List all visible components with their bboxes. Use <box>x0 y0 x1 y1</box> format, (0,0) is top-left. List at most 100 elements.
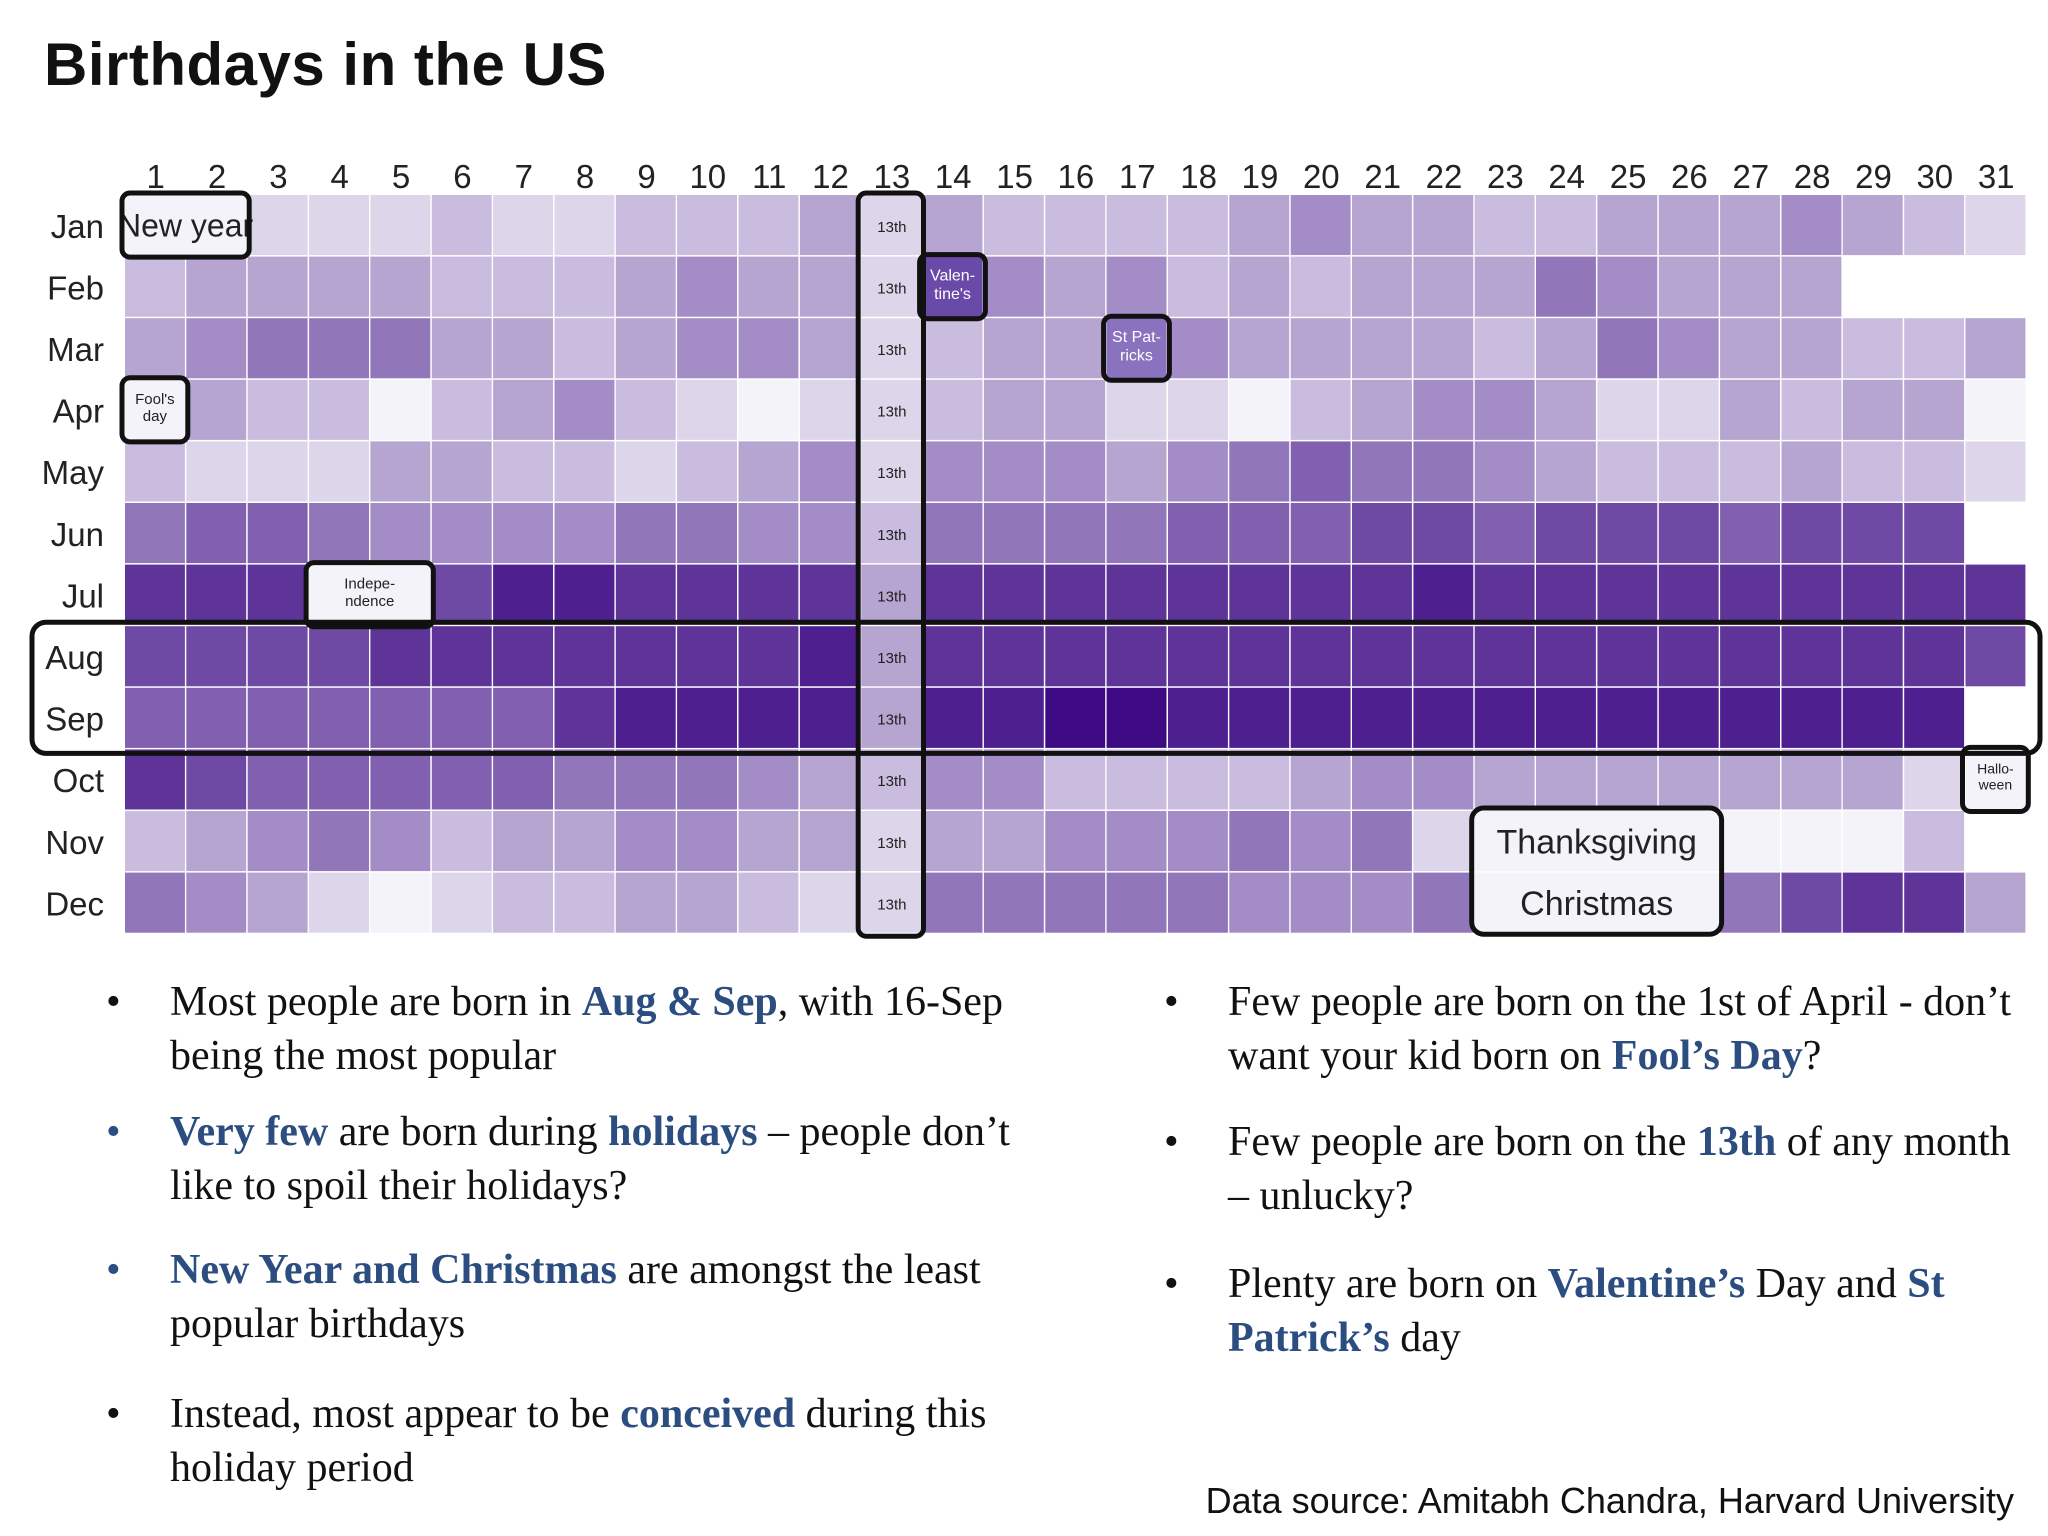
heatmap-cell <box>309 441 369 502</box>
heatmap-cell <box>125 626 185 687</box>
heatmap-cell <box>1413 195 1474 256</box>
heatmap-cell <box>1168 195 1228 256</box>
heatmap-cell <box>1413 872 1474 933</box>
heatmap-cell <box>125 441 185 502</box>
heatmap-cell <box>1168 379 1228 440</box>
heatmap-cell <box>983 687 1044 748</box>
heatmap-cell <box>1904 872 1965 933</box>
heatmap-cell <box>861 811 922 872</box>
heatmap-cell <box>1168 687 1228 748</box>
annotation-outline <box>119 375 191 445</box>
heatmap-cell <box>1965 564 2026 625</box>
month-tick-label: Feb <box>47 269 104 306</box>
heatmap-cell <box>799 503 860 564</box>
heatmap-cell <box>1842 749 1903 810</box>
heatmap-cell <box>247 564 308 625</box>
day-tick-label: 18 <box>1180 158 1217 195</box>
heatmap-cell <box>1229 564 1290 625</box>
month-tick-label: Jul <box>62 577 104 614</box>
heatmap-cell <box>922 379 983 440</box>
heatmap-cell <box>1045 564 1106 625</box>
bullet-phrase: , with 16-Sep being the most popular <box>170 979 1003 1079</box>
annotation-label: New year <box>118 208 254 244</box>
heatmap-cell <box>309 626 369 687</box>
heatmap-cell <box>186 811 247 872</box>
heatmap-cell <box>1290 564 1351 625</box>
heatmap-cell <box>615 195 676 256</box>
heatmap-cell <box>1781 256 1842 317</box>
heatmap-cell <box>1658 687 1719 748</box>
heatmap-cell <box>1229 503 1290 564</box>
heatmap-cell <box>1842 441 1903 502</box>
heatmap-cell <box>1965 318 2026 379</box>
heatmap-cell <box>1290 379 1351 440</box>
heatmap-cell <box>677 749 737 810</box>
heatmap-cell <box>1106 379 1167 440</box>
heatmap-cell <box>309 749 369 810</box>
heatmap-cell <box>861 256 922 317</box>
annotation-fill <box>1106 318 1167 379</box>
heatmap-cell <box>1290 503 1351 564</box>
heatmap-cell <box>1106 195 1167 256</box>
heatmap-cell <box>554 811 615 872</box>
data-source-note: Data source: Amitabh Chandra, Harvard Un… <box>1205 1480 2014 1521</box>
heatmap-cell <box>125 811 185 872</box>
heatmap-cell <box>1536 441 1596 502</box>
heatmap-cell <box>554 749 615 810</box>
day-tick-label: 11 <box>752 158 786 195</box>
heatmap-cell <box>1658 626 1719 687</box>
heatmap-cell <box>1290 441 1351 502</box>
day-tick-label: 24 <box>1548 158 1585 195</box>
heatmap-cell <box>1413 441 1474 502</box>
thirteenth-label: 13th <box>877 404 906 421</box>
heatmap-cell <box>1658 564 1719 625</box>
heatmap-cell <box>370 441 431 502</box>
heatmap-cell <box>1106 749 1167 810</box>
heatmap-cell <box>738 503 799 564</box>
heatmap-cell <box>1965 195 2026 256</box>
bullet-phrase: – people don’t like to spoil their holid… <box>170 1109 1010 1209</box>
heatmap-cell <box>431 318 492 379</box>
heatmap-cell <box>1352 749 1412 810</box>
heatmap-cell <box>431 626 492 687</box>
heatmap-cell <box>1352 626 1412 687</box>
thirteenth-label: 13th <box>877 650 906 667</box>
heatmap-cell <box>615 687 676 748</box>
heatmap-cell <box>370 503 431 564</box>
heatmap-cell <box>247 379 308 440</box>
highlighted-phrase: conceived <box>620 1391 796 1437</box>
heatmap-cell <box>554 503 615 564</box>
heatmap-cell <box>1229 749 1290 810</box>
heatmap-cell <box>1045 872 1106 933</box>
highlighted-phrase: Aug & Sep <box>581 979 778 1025</box>
heatmap-cell <box>1168 811 1228 872</box>
heatmap-cell <box>1597 564 1658 625</box>
heatmap-cell <box>1658 749 1719 810</box>
heatmap-cell <box>431 811 492 872</box>
annotation-label: Thanksgiving <box>1497 823 1697 861</box>
heatmap-cell <box>1290 811 1351 872</box>
heatmap-cell <box>677 564 737 625</box>
heatmap-cell <box>677 503 737 564</box>
heatmap-cell <box>1106 503 1167 564</box>
heatmap-cell <box>1352 564 1412 625</box>
bullet-phrase: of any month – unlucky? <box>1228 1119 2011 1219</box>
heatmap-cell <box>1536 503 1596 564</box>
heatmap-cell <box>799 872 860 933</box>
heatmap-cell <box>125 749 185 810</box>
thirteenth-label: 13th <box>877 219 906 236</box>
heatmap-cell <box>247 256 308 317</box>
bullet-marker: • <box>106 1247 121 1293</box>
heatmap-cell <box>1842 626 1903 687</box>
heatmap-cell <box>125 256 185 317</box>
heatmap-cell <box>1720 687 1780 748</box>
heatmap-cell <box>1045 195 1106 256</box>
heatmap-cell <box>861 379 922 440</box>
heatmap-cell <box>1352 379 1412 440</box>
thirteenth-column-outline <box>855 190 927 939</box>
heatmap-cell <box>431 503 492 564</box>
heatmap-cell <box>1290 318 1351 379</box>
heatmap-cell <box>493 811 553 872</box>
heatmap-cell <box>1781 379 1842 440</box>
heatmap-cell <box>922 441 983 502</box>
